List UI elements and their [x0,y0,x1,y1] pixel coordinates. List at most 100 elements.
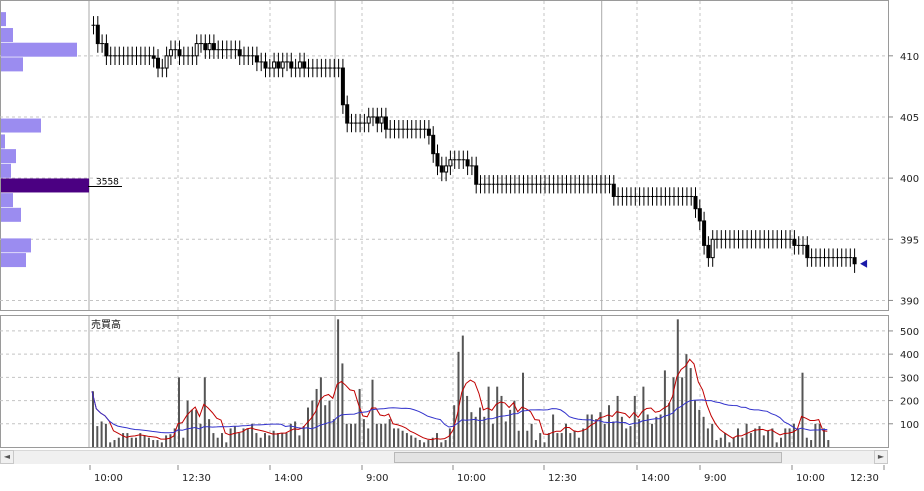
candle-down [254,55,259,63]
volume-bar [362,419,365,447]
candle-up [379,116,384,124]
volume-bar [328,400,331,447]
volume-bar [818,423,821,447]
candle-down [383,116,388,130]
candle-down [792,238,797,246]
volume-bar [246,428,249,447]
volume-bar [341,363,344,447]
candle-down [177,49,182,57]
volume-bar [706,428,709,447]
volume-bar [388,419,391,447]
volume-bar [225,442,228,447]
volume-bar [724,433,727,447]
price-tick-label: 410 [900,52,919,63]
volume-bar [384,423,387,447]
volume-bar [655,416,658,447]
volume-bar [483,416,486,447]
volume-bar [109,442,112,447]
volume-bar [401,430,404,447]
volume-bar [616,395,619,447]
volume-bar [375,423,378,447]
candle-down [104,43,109,57]
time-label: 10:00 [94,473,123,484]
volume-ma-short [91,358,828,441]
volume-bar [96,426,99,447]
volume-bar [212,433,215,447]
scroll-left-button[interactable]: ◄ [0,450,14,464]
volume-tick-label: 400 [900,350,919,361]
volume-bar [565,423,567,447]
volume-bar [762,435,765,447]
volume-bar [431,437,434,447]
volume-bar [448,428,451,447]
volume-bar [173,428,176,447]
volume-bar [418,440,421,447]
volume-bar [474,416,477,447]
volume-bar [530,423,533,447]
volume-bar [737,428,739,447]
volume-bar [517,430,520,447]
volume-bar [350,423,352,447]
candle-down [95,24,100,45]
volume-bar [324,405,327,447]
price-tick-label: 400 [900,174,919,185]
volume-bar [315,388,318,447]
volume-bar [754,428,757,447]
candle-down [203,43,208,51]
volume-bar [285,433,288,447]
volume-profile-bar [1,253,26,268]
volume-bar [805,437,808,447]
volume-bar [728,442,731,447]
candle-down [435,153,440,167]
candle-down [693,195,698,210]
price-tick-label: 405 [900,113,919,124]
time-label: 12:30 [850,473,879,484]
volume-bar [522,372,524,447]
candle-down [431,134,436,155]
volume-bar [539,433,542,447]
volume-bar [332,419,335,447]
volume-bar [135,437,137,447]
volume-bar [780,437,782,447]
volume-bar [784,428,787,447]
volume-bar [126,433,129,447]
volume-bar [479,407,481,447]
candle-up [280,61,285,69]
volume-bar [599,412,602,447]
volume-bar [694,400,696,447]
volume-bar [311,400,314,447]
candle-down [465,159,470,167]
chevron-right-icon: ► [877,452,885,461]
volume-bar [620,416,623,447]
volume-bar [298,435,301,447]
volume-bar [302,426,305,447]
volume-bar [775,442,778,447]
volume-panel-frame [0,315,889,448]
scrollbar-thumb[interactable] [394,452,782,463]
volume-bar [719,437,722,447]
last-price-marker-icon [860,259,868,268]
volume-label: 売買高 [91,318,121,331]
volume-grid [0,316,888,447]
candle-down [474,165,479,185]
volume-bar [767,430,770,447]
candle-down [426,128,431,136]
scroll-right-button[interactable]: ► [874,450,888,464]
volume-profile-bar [1,57,23,72]
volume-profile-bar [1,134,5,149]
candle-up [448,159,453,167]
time-label: 9:00 [704,473,726,484]
volume-bar [689,368,692,447]
horizontal-scrollbar[interactable] [14,450,874,464]
volume-bar [470,412,473,447]
volume-bar [810,440,813,447]
volume-bar [289,423,292,447]
volume-bar [104,423,107,447]
volume-bar [792,423,795,447]
volume-bar [638,419,641,447]
volume-profile-bar [1,118,41,133]
candle-down [276,61,281,69]
volume-bar [681,377,684,447]
volume-bar [345,423,348,447]
